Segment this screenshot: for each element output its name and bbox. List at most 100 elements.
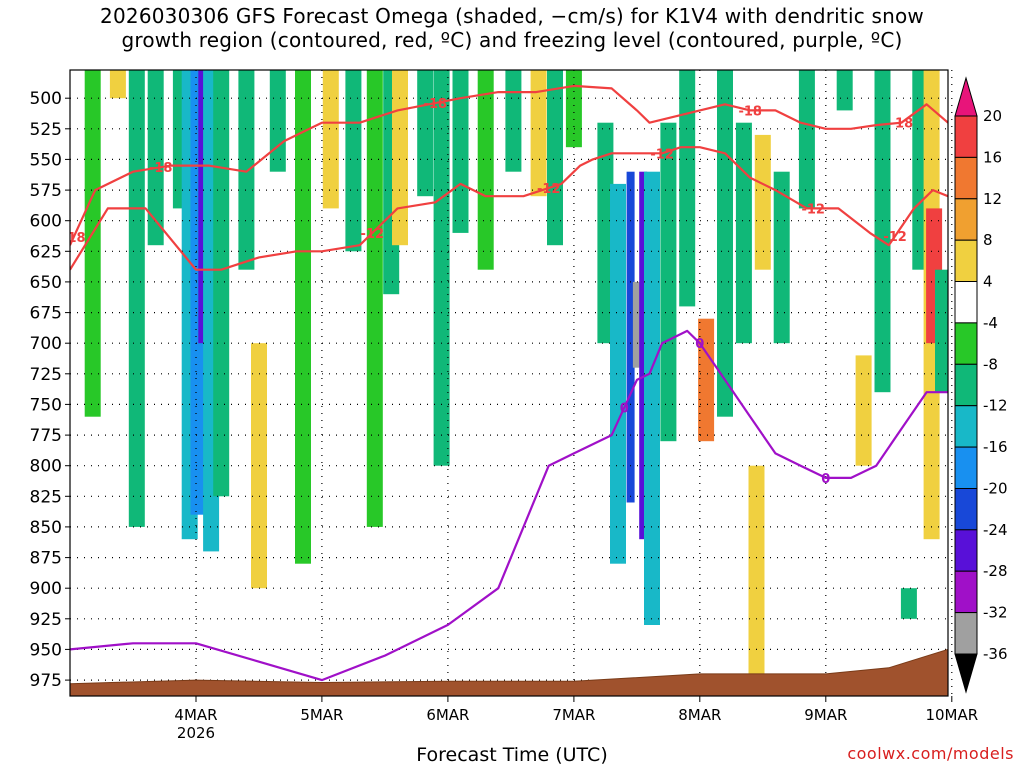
colorbar-box-6 bbox=[954, 363, 978, 407]
omega-band-31 bbox=[639, 171, 648, 540]
omega-band-0 bbox=[84, 70, 101, 417]
omega-band-33 bbox=[660, 122, 677, 442]
omega-band-28 bbox=[610, 183, 626, 564]
omega-band-32 bbox=[644, 171, 660, 625]
colorbar-label-7: -12 bbox=[983, 397, 1008, 415]
colorbar-box-2 bbox=[954, 198, 978, 241]
dgz-contour-minus12 bbox=[70, 146, 948, 271]
terrain bbox=[70, 648, 948, 696]
credit-link[interactable]: coolwx.com/models bbox=[847, 744, 1014, 763]
omega-band-23 bbox=[505, 70, 522, 172]
omega-band-25 bbox=[547, 70, 563, 246]
dgz-contour-minus18 bbox=[70, 84, 948, 246]
omega-band-3 bbox=[147, 70, 164, 246]
y-tick-label-500: 500 bbox=[30, 89, 62, 109]
freezing-level-label-2: 0 bbox=[821, 472, 830, 487]
x-tick-label-4MAR: 4MAR bbox=[174, 706, 217, 724]
omega-band-2 bbox=[128, 70, 145, 527]
colorbar-box-10 bbox=[954, 529, 978, 572]
omega-band-36 bbox=[717, 70, 733, 417]
y-tick-label-525: 525 bbox=[30, 120, 62, 140]
colorbar-label-5: -4 bbox=[983, 314, 998, 332]
colorbar-label-10: -24 bbox=[983, 521, 1008, 539]
omega-band-41 bbox=[798, 70, 815, 209]
dgz-label-minus12-1: -12 bbox=[537, 182, 561, 197]
y-tick-label-700: 700 bbox=[30, 334, 62, 354]
colorbar-label-8: -16 bbox=[983, 438, 1008, 456]
omega-band-44 bbox=[874, 70, 891, 393]
omega-band-19 bbox=[417, 70, 434, 197]
colorbar-label-11: -28 bbox=[983, 562, 1008, 580]
omega-band-7 bbox=[198, 70, 207, 344]
omega-band-38 bbox=[748, 465, 765, 674]
colorbar-bottom-triangle bbox=[954, 653, 978, 694]
omega-band-30 bbox=[632, 281, 641, 368]
y-tick-label-825: 825 bbox=[30, 487, 62, 507]
colorbar-label-6: -8 bbox=[983, 355, 998, 373]
x-tick-label-7MAR: 7MAR bbox=[552, 706, 595, 724]
omega-band-22 bbox=[477, 70, 494, 270]
y-tick-label-900: 900 bbox=[30, 579, 62, 599]
colorbar-label-3: 8 bbox=[983, 231, 993, 249]
chart-title: 2026030306 GFS Forecast Omega (shaded, −… bbox=[0, 4, 1024, 52]
omega-band-43 bbox=[855, 355, 872, 466]
x-tick-sublabel-4MAR: 2026 bbox=[177, 724, 215, 742]
omega-band-35 bbox=[698, 318, 715, 442]
colorbar-box-8 bbox=[954, 446, 978, 490]
colorbar-label-0: 20 bbox=[983, 107, 1002, 125]
x-tick-label-6MAR: 6MAR bbox=[426, 706, 469, 724]
omega-band-1 bbox=[109, 70, 126, 99]
y-tick-label-950: 950 bbox=[30, 640, 62, 660]
omega-band-39 bbox=[754, 134, 771, 270]
dgz-label-minus18-2: -18 bbox=[424, 97, 448, 112]
chart-title-line-2: growth region (contoured, red, ºC) and f… bbox=[121, 28, 903, 52]
colorbar-top-triangle bbox=[954, 76, 978, 117]
colorbar-label-2: 12 bbox=[983, 190, 1002, 208]
colorbar-box-9 bbox=[954, 488, 978, 531]
y-tick-label-800: 800 bbox=[30, 457, 62, 477]
omega-band-20 bbox=[433, 70, 450, 466]
dgz-label-minus18-0: -18 bbox=[62, 231, 86, 246]
colorbar-box-12 bbox=[954, 612, 978, 655]
dgz-label-minus18-4: -18 bbox=[890, 117, 914, 132]
y-tick-label-975: 975 bbox=[30, 671, 62, 691]
chart-title-line-1: 2026030306 GFS Forecast Omega (shaded, −… bbox=[100, 4, 924, 28]
omega-band-10 bbox=[238, 70, 255, 270]
colorbar-box-7 bbox=[954, 405, 978, 448]
omega-band-27 bbox=[597, 122, 614, 344]
dgz-label-minus18-3: -18 bbox=[738, 104, 762, 119]
y-tick-label-750: 750 bbox=[30, 395, 62, 415]
dgz-label-minus18-1: -18 bbox=[149, 161, 173, 176]
omega-band-40 bbox=[773, 171, 790, 344]
x-tick-label-8MAR: 8MAR bbox=[678, 706, 721, 724]
omega-band-18 bbox=[392, 70, 408, 246]
dgz-label-minus12-0: -12 bbox=[361, 227, 385, 242]
omega-band-42 bbox=[836, 70, 853, 111]
omega-band-49 bbox=[900, 588, 917, 619]
y-tick-label-650: 650 bbox=[30, 273, 62, 293]
y-tick-label-850: 850 bbox=[30, 518, 62, 538]
omega-band-21 bbox=[452, 70, 469, 233]
plot-frame bbox=[69, 69, 949, 697]
colorbar-box-1 bbox=[954, 156, 978, 200]
omega-band-12 bbox=[269, 70, 286, 172]
colorbar-box-3 bbox=[954, 239, 978, 283]
omega-band-14 bbox=[322, 70, 339, 209]
y-tick-label-925: 925 bbox=[30, 610, 62, 630]
colorbar-label-13: -36 bbox=[983, 645, 1008, 663]
omega-band-13 bbox=[295, 70, 311, 564]
y-tick-label-625: 625 bbox=[30, 242, 62, 262]
colorbar-box-0 bbox=[954, 115, 978, 158]
colorbar-label-12: -32 bbox=[983, 604, 1008, 622]
dgz-label-minus12-3: -12 bbox=[801, 202, 825, 217]
x-axis-label: Forecast Time (UTC) bbox=[416, 744, 608, 766]
dgz-label-minus12-4: -12 bbox=[883, 230, 907, 245]
x-tick-label-9MAR: 9MAR bbox=[804, 706, 847, 724]
y-tick-label-675: 675 bbox=[30, 304, 62, 324]
colorbar-label-9: -20 bbox=[983, 480, 1008, 498]
colorbar-box-5 bbox=[954, 322, 978, 365]
y-tick-label-575: 575 bbox=[30, 181, 62, 201]
x-tick-label-5MAR: 5MAR bbox=[300, 706, 343, 724]
omega-band-16 bbox=[366, 70, 383, 527]
